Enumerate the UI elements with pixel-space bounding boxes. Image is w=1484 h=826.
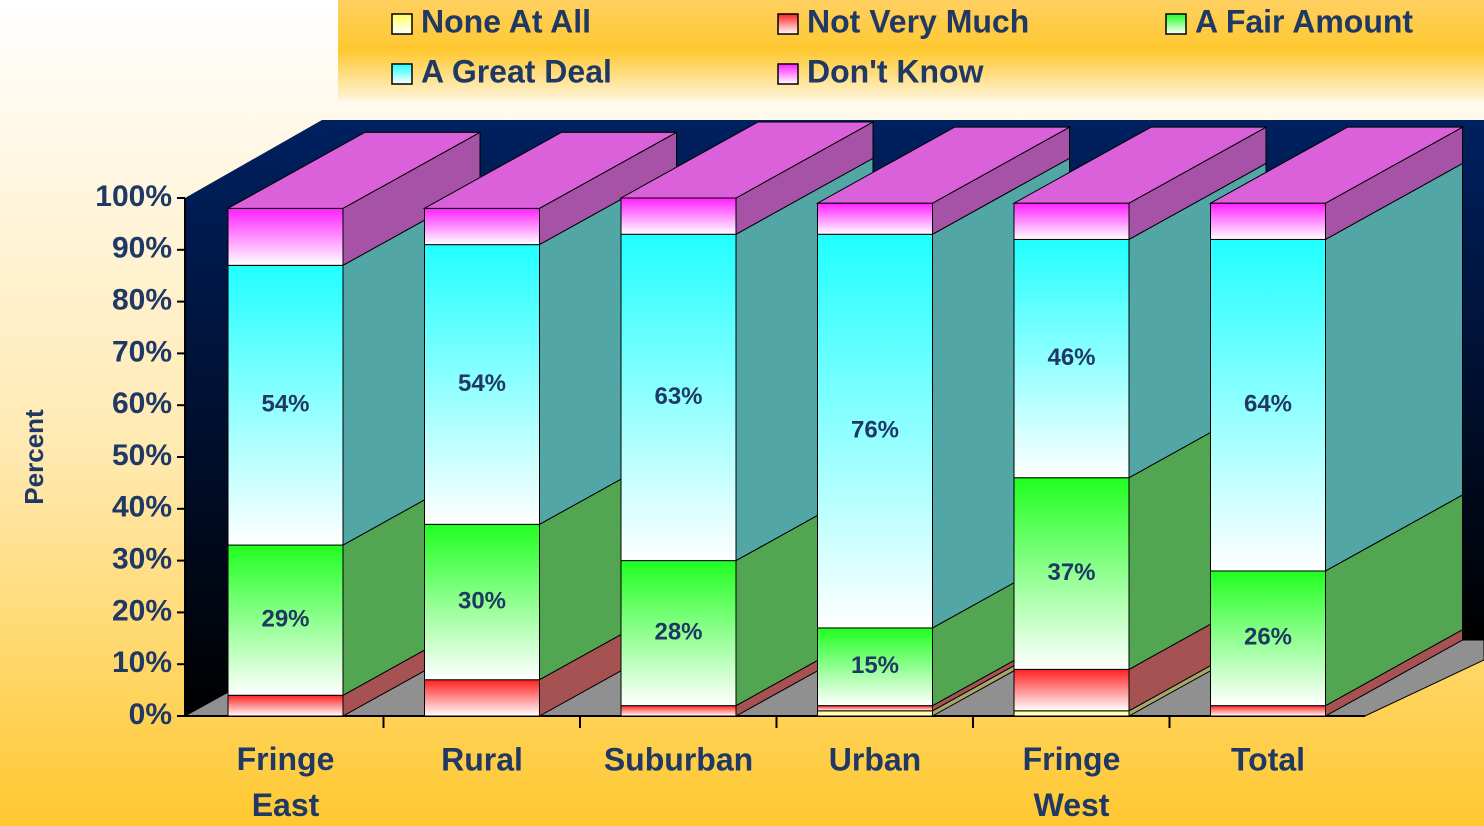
legend-swatch [391, 63, 413, 85]
y-tick-label: 40% [112, 491, 172, 524]
legend-swatch [391, 13, 413, 35]
bar-segment [1210, 238, 1326, 572]
bar-segment [1013, 202, 1130, 240]
y-tick-label: 90% [112, 232, 172, 265]
x-tick-label: Rural [441, 741, 523, 777]
legend-label: A Fair Amount [1195, 3, 1413, 39]
bar-segment [817, 202, 933, 235]
data-label: 15% [851, 652, 899, 679]
bar-segment [817, 710, 933, 717]
legend-label: Don't Know [807, 53, 984, 89]
data-label: 63% [654, 383, 702, 410]
bar-segment [817, 233, 933, 629]
data-label: 64% [1244, 391, 1292, 418]
bar-segment [1210, 570, 1326, 707]
legend-band [338, 0, 1484, 100]
bar-segment [424, 244, 540, 525]
bar-segment [620, 197, 737, 235]
bar-top [422, 131, 679, 209]
bar-segment [227, 207, 344, 266]
data-label: 54% [458, 370, 506, 397]
bar-segment [817, 627, 933, 707]
data-label: 76% [851, 416, 899, 443]
bar-segment [620, 705, 737, 717]
data-label: 26% [1244, 624, 1292, 651]
data-label: 37% [1047, 559, 1095, 586]
y-tick-label: 60% [112, 387, 172, 420]
legend-swatch [1165, 13, 1187, 35]
data-label: 28% [654, 618, 702, 645]
bar-segment [620, 560, 737, 707]
y-tick-label: 100% [95, 180, 172, 213]
y-axis-label: Percent [19, 409, 49, 505]
bar-segment [1210, 705, 1326, 717]
bar-top [1012, 126, 1268, 204]
data-label: 54% [261, 391, 309, 418]
x-tick-label: Fringe West [1023, 741, 1121, 823]
y-tick-label: 0% [129, 698, 172, 731]
bar-top [815, 126, 1072, 204]
x-tick-label: Urban [829, 741, 921, 777]
bar-segment [424, 207, 540, 246]
legend-label: A Great Deal [421, 53, 612, 89]
data-label: 30% [458, 587, 506, 614]
legend-label: None At All [421, 3, 591, 39]
legend-label: Not Very Much [807, 3, 1029, 39]
y-tick-label: 70% [112, 335, 172, 368]
y-tick-label: 30% [112, 543, 172, 576]
bar-segment [227, 694, 344, 717]
bar-top [226, 131, 482, 209]
data-label: 29% [261, 606, 309, 633]
legend-swatch [777, 63, 799, 85]
x-tick-label: Fringe East [237, 741, 335, 823]
bar-segment [1210, 202, 1326, 240]
bar-top [619, 121, 875, 199]
y-tick-label: 80% [112, 284, 172, 317]
x-tick-label: Total [1231, 741, 1305, 777]
bar-segment [620, 233, 737, 562]
y-tick-label: 10% [112, 646, 172, 679]
bar-segment [1013, 477, 1130, 670]
legend-swatch [777, 13, 799, 35]
bar-segment [227, 264, 344, 546]
bar-segment [1013, 710, 1130, 717]
y-tick-label: 50% [112, 439, 172, 472]
data-label: 46% [1047, 344, 1095, 371]
bar-segment [817, 705, 933, 712]
bar-segment [424, 679, 540, 717]
y-tick-label: 20% [112, 594, 172, 627]
bar-segment [424, 523, 540, 681]
x-tick-label: Suburban [604, 741, 753, 777]
bar-top [1208, 126, 1465, 204]
bar-segment [1013, 668, 1130, 712]
